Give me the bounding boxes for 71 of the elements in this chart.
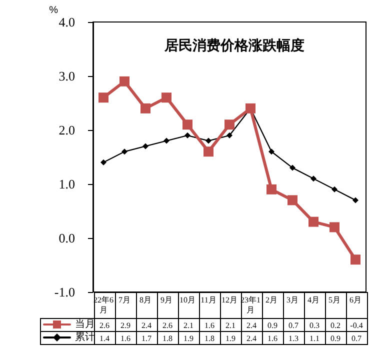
data-label: 1.3 (283, 332, 304, 344)
x-tick-label: 9月 (160, 296, 172, 304)
y-tick-label: 1.0 (58, 176, 75, 192)
y-tick-label: -1.0 (54, 284, 75, 300)
data-label: 2.6 (94, 318, 115, 332)
x-tick-label: 12月 (222, 296, 238, 304)
legend-label: 当月 (75, 318, 95, 330)
data-label: 2.4 (241, 332, 262, 344)
text: 居民消费价格涨跌幅度 (164, 37, 304, 54)
point (352, 197, 358, 204)
data-label: 1.8 (199, 332, 220, 344)
point (100, 159, 106, 166)
data-label: 0.7 (283, 318, 304, 332)
point (350, 254, 360, 265)
y-tick-label: 3.0 (58, 68, 75, 84)
x-tick-label: 5月 (328, 296, 340, 304)
data-label: 2.4 (241, 318, 262, 332)
data-label: 1.7 (136, 332, 157, 344)
point (164, 138, 170, 144)
data-label: 2.1 (220, 318, 241, 332)
x-tick-label: 7月 (118, 296, 130, 304)
point (226, 132, 232, 138)
point (224, 120, 234, 130)
y-axis-title: % (49, 5, 58, 16)
data-label: 2.6 (157, 318, 178, 332)
point (162, 92, 172, 103)
data-label: 1.9 (220, 332, 241, 344)
point (310, 176, 316, 182)
point (290, 164, 296, 171)
data-label: 0.7 (346, 332, 367, 344)
point (184, 132, 190, 138)
x-tick-label: 3月 (286, 296, 298, 304)
data-label: 2.4 (136, 318, 157, 332)
point (308, 216, 318, 227)
data-label: 0.2 (325, 318, 346, 332)
point (266, 184, 276, 194)
point (142, 143, 148, 150)
data-label: 1.1 (304, 332, 325, 344)
data-label: 2.9 (115, 318, 136, 332)
x-tick-label: 8月 (140, 296, 152, 304)
point (98, 92, 108, 103)
y-tick-label: 4.0 (58, 14, 75, 30)
x-tick-label: 10月 (180, 296, 196, 304)
data-label: -0.4 (346, 318, 367, 332)
legend-label: 累计 (75, 331, 95, 343)
data-label: 0.9 (262, 318, 283, 332)
point (204, 146, 214, 157)
data-label: 1.6 (115, 332, 136, 344)
data-label: 2.1 (178, 318, 199, 332)
x-tick-label: 2月 (266, 296, 278, 304)
point (122, 148, 128, 155)
data-label: 0.9 (325, 332, 346, 344)
data-label: 1.4 (94, 332, 115, 344)
point (332, 186, 338, 192)
x-tick-label: 6月 (350, 296, 362, 304)
point (140, 103, 150, 114)
data-label: 1.6 (262, 332, 283, 344)
x-tick-label: 4月 (308, 296, 320, 304)
point (206, 138, 212, 144)
data-label: 0.3 (304, 318, 325, 332)
x-tick-label: 11月 (200, 296, 216, 304)
y-tick-label: 2.0 (58, 122, 75, 138)
y-tick-label: 0.0 (58, 230, 75, 246)
data-label: 1.6 (199, 318, 220, 332)
point (120, 76, 130, 86)
data-label: 1.8 (157, 332, 178, 344)
data-label: 1.9 (178, 332, 199, 344)
point (182, 120, 192, 130)
point (268, 148, 274, 155)
point (330, 222, 340, 232)
point (288, 195, 298, 206)
